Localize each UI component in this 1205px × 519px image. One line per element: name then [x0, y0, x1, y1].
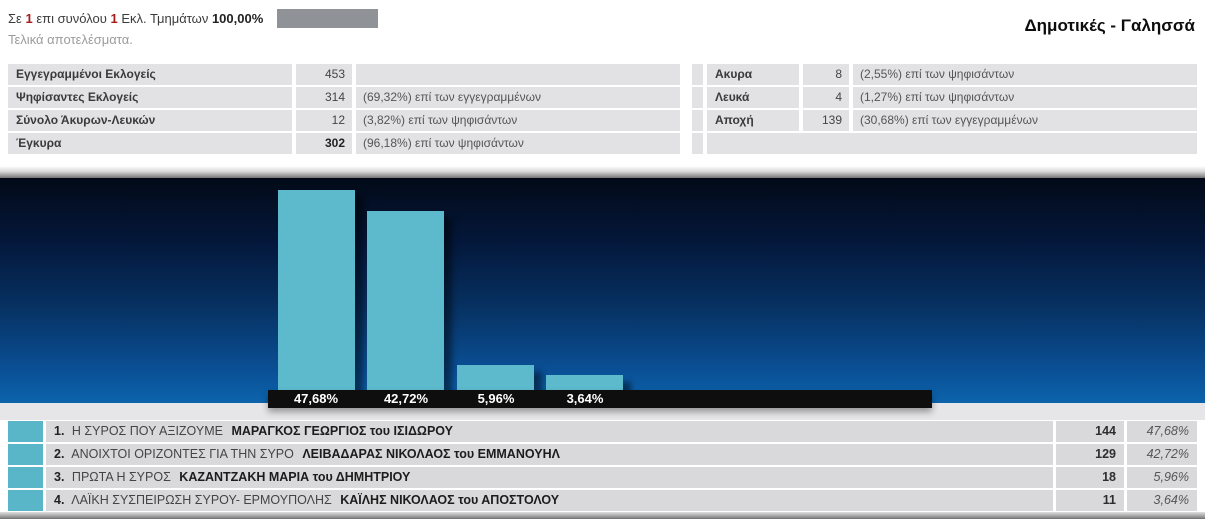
result-percent: 5,96% [1127, 467, 1197, 488]
stat-label: Έγκυρα [8, 133, 292, 154]
chart-top-divider [0, 166, 1205, 178]
chart-bar [546, 375, 623, 390]
result-row-name: 3. ΠΡΩΤΑ Η ΣΥΡΟΣ ΚΑΖΑΝΤΖΑΚΗ ΜΑΡΙΑ του ΔΗ… [46, 467, 1053, 488]
results-bar-chart: 47,68% 42,72% 5,96% 3,64% [0, 178, 1205, 408]
result-party: Η ΣΥΡΟΣ ΠΟΥ ΑΞΙΖΟΥΜΕ [71, 424, 223, 438]
stat-spacer-cell [692, 64, 703, 85]
stat-spacer-cell [692, 133, 703, 154]
page-title: Δημοτικές - Γαλησσά [1024, 16, 1195, 35]
result-percent: 42,72% [1127, 444, 1197, 465]
chart-bar [367, 211, 444, 390]
stat-detail: (2,55%) επί των ψηφισάντων [853, 64, 1197, 85]
result-candidate: ΚΑΪΛΗΣ ΝΙΚΟΛΑΟΣ του ΑΠΟΣΤΟΛΟΥ [340, 493, 560, 507]
stat-label: Αποχή [707, 110, 799, 131]
stat-label: Εγγεγραμμένοι Εκλογείς [8, 64, 292, 85]
chart-label-strip: 47,68% 42,72% 5,96% 3,64% [268, 390, 932, 408]
party-color-swatch [8, 444, 43, 465]
bar-percent-label: 3,64% [566, 391, 604, 406]
stat-detail: (3,82%) επί των ψηφισάντων [356, 110, 680, 131]
chart-bar [278, 190, 355, 390]
stat-value: 139 [803, 110, 849, 131]
chart-bar [457, 365, 534, 390]
stat-empty-row [707, 133, 1197, 154]
result-candidate: ΛΕΙΒΑΔΑΡΑΣ ΝΙΚΟΛΑΟΣ του ΕΜΜΑΝΟΥΗΛ [302, 447, 560, 461]
stat-detail: (30,68%) επί των εγγεγραμμένων [853, 110, 1197, 131]
progress-mid: επι συνόλου [36, 11, 107, 26]
stat-detail [356, 64, 680, 85]
party-color-swatch [8, 467, 43, 488]
progress-summary: Σε 1 επι συνόλου 1 Εκλ. Τμημάτων 100,00% [8, 9, 378, 28]
result-row-name: 4. ΛΑΪΚΗ ΣΥΣΠΕΙΡΩΣΗ ΣΥΡΟΥ- ΕΡΜΟΥΠΟΛΗΣ ΚΑ… [46, 490, 1053, 511]
stat-value: 12 [296, 110, 352, 131]
stat-label: Ακυρα [707, 64, 799, 85]
stat-value: 4 [803, 87, 849, 108]
result-percent: 47,68% [1127, 421, 1197, 442]
result-rank: 3. [54, 470, 65, 484]
result-votes: 144 [1056, 421, 1124, 442]
stat-value: 302 [296, 133, 352, 154]
bar-percent-label: 5,96% [477, 391, 515, 406]
result-row-name: 1. Η ΣΥΡΟΣ ΠΟΥ ΑΞΙΖΟΥΜΕ ΜΑΡΑΓΚΟΣ ΓΕΩΡΓΙΟ… [46, 421, 1053, 442]
stat-spacer-cell [692, 110, 703, 131]
result-row-name: 2. ΑΝΟΙΧΤΟΙ ΟΡΙΖΟΝΤΕΣ ΓΙΑ ΤΗΝ ΣΥΡΟ ΛΕΙΒΑ… [46, 444, 1053, 465]
progress-percent: 100,00% [211, 11, 264, 26]
stat-value: 314 [296, 87, 352, 108]
result-votes: 18 [1056, 467, 1124, 488]
result-rank: 2. [54, 447, 65, 461]
result-party: ΑΝΟΙΧΤΟΙ ΟΡΙΖΟΝΤΕΣ ΓΙΑ ΤΗΝ ΣΥΡΟ [71, 447, 294, 461]
result-candidate: ΚΑΖΑΝΤΖΑΚΗ ΜΑΡΙΑ του ΔΗΜΗΤΡΙΟΥ [179, 470, 411, 484]
stat-label: Ψηφίσαντες Εκλογείς [8, 87, 292, 108]
stat-label: Λευκά [707, 87, 799, 108]
party-color-swatch [8, 490, 43, 511]
result-votes: 11 [1056, 490, 1124, 511]
stat-detail: (1,27%) επί των ψηφισάντων [853, 87, 1197, 108]
result-rank: 4. [54, 493, 65, 507]
stat-detail: (69,32%) επί των εγγεγραμμένων [356, 87, 680, 108]
stat-spacer-cell [692, 87, 703, 108]
progress-total-count: 1 [110, 11, 118, 26]
progress-bar [276, 9, 378, 28]
progress-prefix: Σε [8, 11, 22, 26]
result-party: ΛΑΪΚΗ ΣΥΣΠΕΙΡΩΣΗ ΣΥΡΟΥ- ΕΡΜΟΥΠΟΛΗΣ [71, 493, 332, 507]
bar-percent-label: 47,68% [293, 391, 339, 406]
result-rank: 1. [54, 424, 65, 438]
party-color-swatch [8, 421, 43, 442]
stats-table-right: Ακυρα 8 (2,55%) επί των ψηφισάντων Λευκά… [692, 64, 1197, 154]
result-party: ΠΡΩΤΑ Η ΣΥΡΟΣ [71, 470, 171, 484]
results-table: 1. Η ΣΥΡΟΣ ΠΟΥ ΑΞΙΖΟΥΜΕ ΜΑΡΑΓΚΟΣ ΓΕΩΡΓΙΟ… [8, 421, 1197, 511]
stat-detail: (96,18%) επί των ψηφισάντων [356, 133, 680, 154]
result-votes: 129 [1056, 444, 1124, 465]
progress-done-count: 1 [25, 11, 33, 26]
results-status-subtitle: Τελικά αποτελέσματα. [8, 32, 133, 47]
result-percent: 3,64% [1127, 490, 1197, 511]
progress-suffix: Εκλ. Τμημάτων [121, 11, 209, 26]
result-candidate: ΜΑΡΑΓΚΟΣ ΓΕΩΡΓΙΟΣ του ΙΣΙΔΩΡΟΥ [231, 424, 454, 438]
bar-percent-label: 42,72% [383, 391, 429, 406]
page-bottom-divider [0, 512, 1205, 519]
stat-value: 8 [803, 64, 849, 85]
stats-table-left: Εγγεγραμμένοι Εκλογείς 453 Ψηφίσαντες Εκ… [8, 64, 680, 154]
stat-value: 453 [296, 64, 352, 85]
stat-label: Σύνολο Άκυρων-Λευκών [8, 110, 292, 131]
